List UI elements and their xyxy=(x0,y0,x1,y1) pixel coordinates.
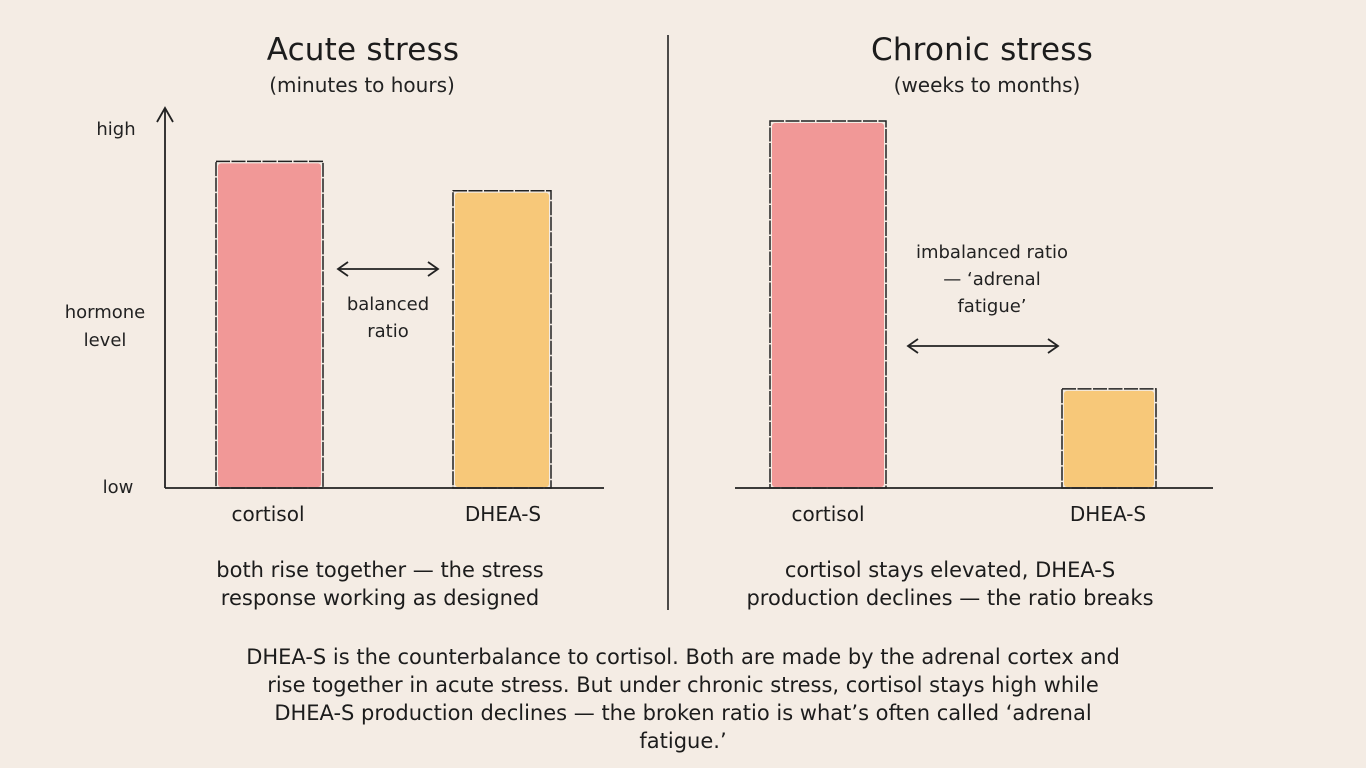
chronic-annotation: imbalanced ratio — ‘adrenal fatigue’ xyxy=(915,242,1069,317)
y-tick-low: low xyxy=(102,477,134,498)
acute-caption: both rise together — the stress response… xyxy=(216,558,544,610)
acute-tick-dheas: DHEA-S xyxy=(464,502,542,526)
chronic-ratio-arrow xyxy=(906,338,1060,354)
acute-annotation: balanced ratio xyxy=(346,294,430,342)
acute-y-axis-arrowhead xyxy=(156,106,174,123)
chronic-tick-cortisol: cortisol xyxy=(791,502,865,526)
chronic-tick-dheas: DHEA-S xyxy=(1069,502,1147,526)
chronic-caption: cortisol stays elevated, DHEA-S producti… xyxy=(746,558,1154,610)
chronic-bar-outline-cortisol xyxy=(769,120,887,489)
arrows-layer xyxy=(336,261,1060,354)
acute-ratio-arrow xyxy=(336,261,440,277)
y-tick-high: high xyxy=(96,119,136,140)
chronic-bar-cortisol xyxy=(772,123,884,487)
bars-layer xyxy=(215,120,1157,489)
chronic-bar-outline-dhea-s xyxy=(1061,388,1157,489)
acute-bar-outline-cortisol xyxy=(215,160,324,489)
footer-explanation: DHEA-S is the counterbalance to cortisol… xyxy=(246,645,1120,753)
acute-bar-outline-dhea-s xyxy=(452,189,552,489)
chronic-bar-dhea-s xyxy=(1064,390,1154,487)
y-axis-label: hormone level xyxy=(64,302,146,351)
acute-tick-cortisol: cortisol xyxy=(231,502,305,526)
acute-title: Acute stress xyxy=(266,32,460,68)
chronic-subtitle: (weeks to months) xyxy=(893,73,1081,97)
chronic-title: Chronic stress xyxy=(870,32,1094,68)
acute-subtitle: (minutes to hours) xyxy=(269,73,455,97)
acute-bar-dhea-s xyxy=(455,192,549,488)
acute-bar-cortisol xyxy=(218,163,321,487)
